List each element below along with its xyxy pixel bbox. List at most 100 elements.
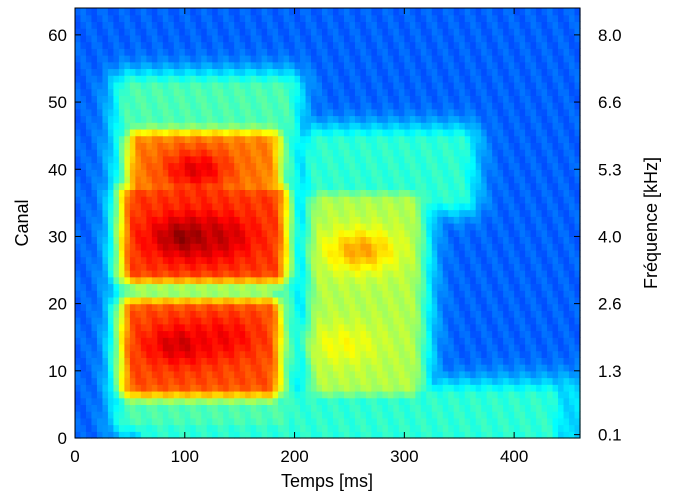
heatmap-cell: [129, 223, 136, 231]
heatmap-cell: [179, 128, 186, 137]
heatmap-cell: [250, 283, 257, 291]
heatmap-cell: [481, 155, 488, 164]
heatmap-cell: [91, 41, 98, 49]
heatmap-cell: [343, 88, 351, 96]
heatmap-cell: [289, 317, 296, 325]
heatmap-cell: [398, 377, 405, 385]
heatmap-cell: [453, 263, 460, 271]
heatmap-cell: [201, 229, 208, 238]
heatmap-cell: [475, 196, 482, 204]
heatmap-cell: [283, 128, 290, 137]
heatmap-cell: [228, 263, 235, 271]
heatmap-cell: [102, 108, 109, 117]
heatmap-cell: [437, 41, 444, 49]
heatmap-cell: [470, 283, 477, 291]
heatmap-cell: [256, 135, 263, 143]
heatmap-cell: [206, 323, 213, 332]
heatmap-cell: [245, 310, 252, 318]
heatmap-cell: [107, 34, 115, 43]
heatmap-cell: [261, 303, 268, 311]
heatmap-cell: [239, 411, 246, 419]
heatmap-cell: [332, 229, 340, 238]
heatmap-cell: [162, 155, 169, 164]
heatmap-cell: [338, 310, 345, 318]
heatmap-cell: [96, 202, 104, 211]
heatmap-cell: [398, 263, 405, 271]
heatmap-cell: [228, 55, 235, 63]
heatmap-cell: [75, 61, 82, 70]
heatmap-cell: [113, 431, 120, 439]
heatmap-cell: [409, 55, 416, 63]
heatmap-cell: [404, 364, 411, 372]
heatmap-cell: [503, 417, 510, 426]
heatmap-cell: [393, 296, 400, 305]
heatmap-cell: [184, 310, 191, 318]
heatmap-cell: [272, 256, 279, 264]
heatmap-cell: [360, 169, 367, 177]
heatmap-cell: [124, 357, 131, 365]
heatmap-cell: [102, 21, 109, 29]
heatmap-cell: [305, 310, 312, 318]
heatmap-cell: [470, 357, 477, 365]
heatmap-cell: [129, 142, 136, 150]
heatmap-cell: [113, 350, 120, 358]
heatmap-cell: [195, 48, 202, 56]
heatmap-cell: [387, 330, 394, 338]
heatmap-cell: [492, 8, 499, 16]
heatmap-cell: [239, 175, 246, 184]
heatmap-cell: [453, 41, 460, 49]
heatmap-cell: [371, 249, 378, 258]
heatmap-cell: [91, 128, 98, 137]
heatmap-cell: [349, 350, 356, 358]
heatmap-cell: [195, 290, 202, 298]
heatmap-cell: [464, 229, 471, 238]
heatmap-cell: [228, 175, 235, 184]
heatmap-cell: [228, 397, 235, 406]
heatmap-cell: [184, 34, 191, 43]
heatmap-cell: [453, 404, 460, 412]
heatmap-cell: [481, 175, 488, 184]
heatmap-cell: [135, 155, 142, 164]
heatmap-cell: [201, 169, 208, 177]
heatmap-cell: [157, 424, 164, 432]
heatmap-cell: [272, 276, 279, 285]
heatmap-cell: [278, 34, 285, 43]
heatmap-cell: [278, 81, 285, 90]
heatmap-cell: [426, 122, 433, 130]
heatmap-cell: [250, 155, 257, 164]
heatmap-cell: [267, 102, 274, 110]
heatmap-cell: [404, 202, 411, 211]
heatmap-cell: [129, 270, 136, 278]
heatmap-cell: [453, 390, 460, 399]
heatmap-cell: [173, 162, 180, 170]
heatmap-cell: [360, 61, 367, 70]
heatmap-cell: [464, 81, 471, 90]
heatmap-cell: [168, 95, 175, 103]
heatmap-cell: [102, 209, 109, 217]
heatmap-cell: [459, 303, 466, 311]
heatmap-cell: [431, 283, 438, 291]
heatmap-cell: [212, 330, 219, 338]
heatmap-cell: [102, 169, 109, 177]
heatmap-cell: [124, 8, 131, 16]
heatmap-cell: [393, 155, 400, 164]
heatmap-cell: [393, 135, 400, 143]
heatmap-cell: [107, 196, 115, 204]
heatmap-cell: [360, 108, 367, 117]
heatmap-cell: [135, 397, 142, 406]
heatmap-cell: [387, 149, 394, 157]
heatmap-cell: [393, 81, 400, 90]
heatmap-cell: [393, 323, 400, 332]
heatmap-cell: [475, 115, 482, 123]
heatmap-cell: [305, 223, 312, 231]
heatmap-cell: [332, 343, 340, 352]
heatmap-cell: [75, 68, 82, 76]
heatmap-cell: [190, 21, 197, 29]
heatmap-cell: [217, 48, 224, 56]
heatmap-cell: [404, 175, 411, 184]
heatmap-cell: [415, 202, 422, 211]
heatmap-cell: [206, 370, 213, 379]
heatmap-cell: [146, 229, 153, 238]
heatmap-cell: [464, 122, 471, 130]
heatmap-cell: [184, 384, 191, 392]
